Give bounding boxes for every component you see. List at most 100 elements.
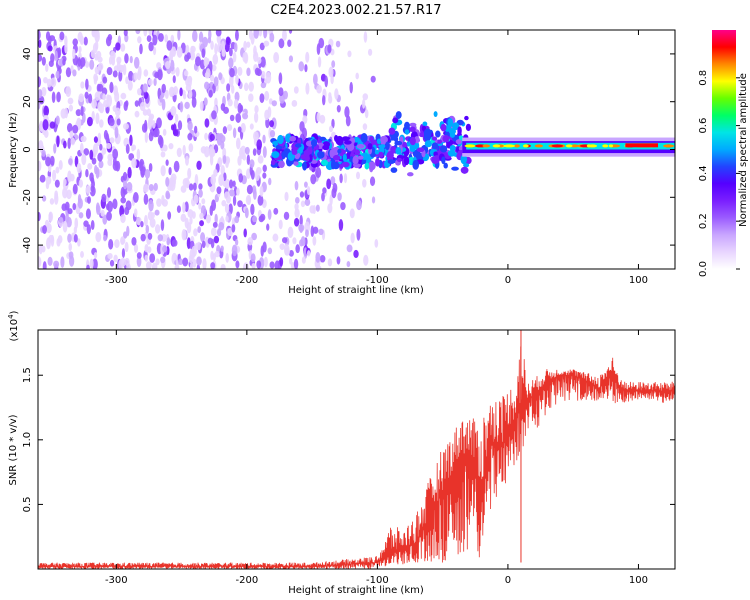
heatmap-cell	[321, 192, 325, 202]
heatmap-cell	[85, 61, 90, 68]
heatmap-cell	[97, 62, 104, 71]
heatmap-cell	[254, 105, 259, 114]
heatmap-cell	[38, 39, 42, 49]
heatmap-cell	[67, 233, 72, 243]
snr-frame	[37, 329, 676, 570]
heatmap-cell	[113, 65, 119, 72]
heatmap-cell	[55, 166, 60, 174]
heatmap-cell	[114, 90, 120, 103]
heatmap-cell	[170, 124, 175, 131]
x-tick-label: 0	[505, 575, 511, 586]
snr-multiplier-exp: 4	[7, 314, 15, 319]
heatmap-cell	[337, 148, 342, 154]
heatmap-cell	[42, 225, 47, 234]
heatmap-cell	[166, 237, 171, 246]
heatmap-cell	[124, 241, 129, 253]
heatmap-cell	[80, 105, 84, 117]
heatmap-cell	[192, 182, 197, 191]
heatmap-cell	[56, 91, 61, 103]
heatmap-cell	[68, 251, 74, 259]
heatmap-cell	[105, 106, 110, 114]
heatmap-cell	[196, 160, 202, 171]
heatmap-cell	[190, 45, 194, 58]
heatmap-cell	[160, 219, 165, 232]
heatmap-cell	[262, 241, 267, 253]
heatmap-cell	[177, 30, 181, 41]
heatmap-cell	[210, 227, 217, 237]
heatmap-cell	[339, 173, 343, 184]
heatmap-cell	[120, 214, 126, 224]
heatmap-cell	[125, 200, 132, 211]
heatmap-cell	[53, 260, 60, 268]
heatmap-cell	[433, 111, 438, 117]
heatmap-cell	[95, 112, 100, 125]
heatmap-cell	[120, 257, 126, 267]
heatmap-cell	[247, 237, 254, 246]
heatmap-cell	[102, 93, 107, 101]
heatmap-cell	[304, 198, 311, 207]
heatmap-cell	[211, 199, 217, 211]
heatmap-cell	[330, 176, 336, 186]
heatmap-cell	[294, 197, 300, 204]
heatmap-cell	[124, 257, 130, 266]
heatmap-cell	[100, 209, 105, 217]
heatmap-cell	[345, 115, 351, 127]
heatmap-cell	[213, 235, 220, 244]
heatmap-cell	[229, 67, 235, 78]
heatmap-cell	[143, 69, 149, 77]
heatmap-cell	[208, 30, 212, 40]
heatmap-cell	[144, 254, 149, 262]
heatmap-cell	[143, 193, 149, 205]
heatmap-cell	[91, 99, 97, 109]
heatmap-cell	[52, 169, 57, 182]
heatmap-cell	[551, 144, 564, 148]
heatmap-cell	[209, 74, 215, 82]
heatmap-cell	[392, 117, 399, 124]
heatmap-cell	[146, 35, 152, 42]
heatmap-cell	[269, 32, 275, 43]
heatmap-cell	[95, 232, 102, 243]
heatmap-cell	[298, 61, 305, 72]
heatmap-cell	[324, 75, 328, 88]
heatmap-cell	[170, 106, 177, 117]
heatmap-cell	[322, 187, 327, 194]
x-tick-label: -200	[236, 275, 259, 286]
heatmap-cell	[228, 179, 234, 189]
heatmap-cell	[447, 118, 454, 128]
heatmap-cell	[106, 94, 113, 107]
heatmap-cell	[355, 171, 361, 180]
heatmap-cell	[217, 42, 222, 53]
heatmap-cell	[356, 228, 361, 241]
heatmap-cell	[278, 38, 285, 49]
heatmap-cell	[68, 242, 73, 252]
heatmap-cell	[394, 140, 403, 146]
heatmap-cell	[293, 161, 299, 166]
heatmap-cell	[142, 109, 148, 116]
heatmap-cell	[54, 179, 60, 188]
x-tick-label: -100	[366, 575, 389, 586]
heatmap-cell	[403, 156, 410, 166]
heatmap-cell	[218, 222, 225, 231]
heatmap-cell	[319, 136, 327, 141]
spectrogram-y-label: Frequency (Hz)	[8, 112, 19, 188]
heatmap-cell	[198, 183, 203, 190]
heatmap-cell	[341, 161, 350, 168]
heatmap-cell	[267, 209, 272, 220]
heatmap-cell	[312, 226, 319, 234]
heatmap-cell	[302, 161, 307, 171]
heatmap-cell	[223, 172, 227, 182]
heatmap-cell	[67, 170, 72, 183]
heatmap-cell	[208, 89, 213, 98]
heatmap-cell	[198, 189, 203, 198]
heatmap-cell	[235, 74, 239, 85]
heatmap-cell	[267, 106, 272, 118]
heatmap-cell	[139, 43, 143, 55]
snr-multiplier-text: (x10	[9, 319, 20, 342]
heatmap-cell	[187, 75, 192, 88]
heatmap-cell	[148, 131, 154, 142]
colorbar-tick-label: 0.8	[698, 70, 709, 86]
heatmap-cell	[107, 158, 113, 167]
heatmap-cell	[144, 244, 149, 253]
heatmap-cell	[292, 237, 297, 245]
heatmap-cell	[152, 46, 157, 56]
